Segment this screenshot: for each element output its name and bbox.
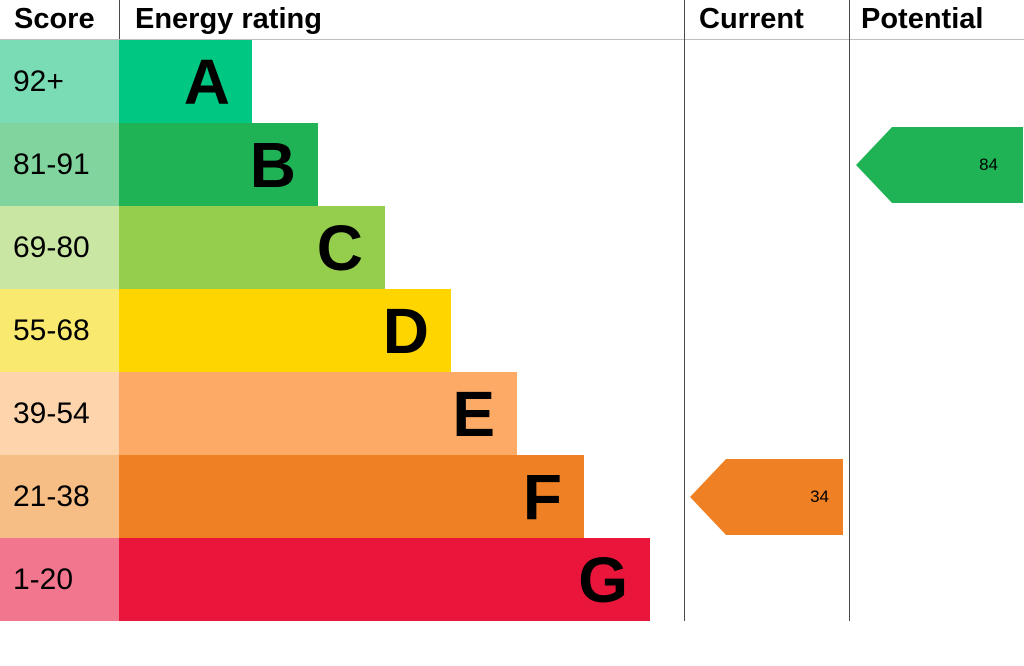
score-range-f: 21-38 — [0, 455, 119, 538]
potential-column-divider — [849, 0, 850, 621]
header-score: Score — [14, 3, 95, 35]
score-range-b: 81-91 — [0, 123, 119, 206]
band-bar-a: A — [119, 40, 252, 123]
current-rating-value: 34 — [810, 487, 829, 506]
band-row-a: 92+ A — [0, 40, 684, 123]
score-range-g: 1-20 — [0, 538, 119, 621]
score-range-c: 69-80 — [0, 206, 119, 289]
band-row-b: 81-91 B — [0, 123, 684, 206]
header-energy-rating: Energy rating — [135, 3, 322, 35]
band-bar-b: B — [119, 123, 318, 206]
score-range-e: 39-54 — [0, 372, 119, 455]
band-bar-f: F — [119, 455, 584, 538]
band-row-f: 21-38 F — [0, 455, 684, 538]
band-bar-d: D — [119, 289, 451, 372]
header-divider — [0, 39, 1024, 40]
score-range-a: 92+ — [0, 40, 119, 123]
band-bar-c: C — [119, 206, 385, 289]
score-column-divider — [119, 0, 120, 39]
band-bar-g: G — [119, 538, 650, 621]
potential-rating-arrow: 84 — [856, 127, 1023, 203]
header-current: Current — [699, 3, 804, 35]
score-range-d: 55-68 — [0, 289, 119, 372]
band-row-c: 69-80 C — [0, 206, 684, 289]
potential-rating-value: 84 — [979, 155, 998, 174]
current-column-divider — [684, 0, 685, 621]
current-rating-arrow: 34 — [690, 459, 843, 535]
band-row-d: 55-68 D — [0, 289, 684, 372]
band-row-e: 39-54 E — [0, 372, 684, 455]
band-bar-e: E — [119, 372, 517, 455]
band-row-g: 1-20 G — [0, 538, 684, 621]
header-potential: Potential — [861, 3, 984, 35]
